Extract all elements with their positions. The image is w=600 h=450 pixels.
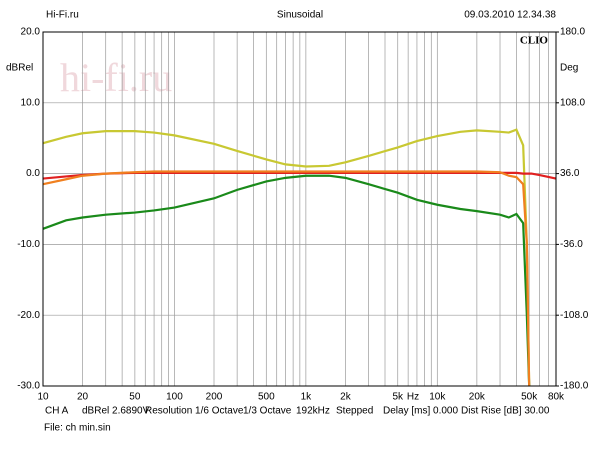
y-tick-label: -10.0: [17, 239, 40, 250]
header-right: 09.03.2010 12.34.38: [464, 10, 556, 21]
footer-item: Dist Rise [dB] 30.00: [461, 406, 550, 417]
x-tick-label: 50k: [521, 392, 538, 403]
y2-tick-label: 180.0: [560, 27, 585, 38]
data-line: [42, 171, 557, 180]
y-tick-label: -20.0: [17, 310, 40, 321]
x-tick-label: 200: [206, 392, 223, 403]
x-tick-label: 10: [37, 392, 49, 403]
x-tick-label: 100: [166, 392, 183, 403]
footer-item: 1/3 Octave: [243, 406, 292, 417]
y-tick-label: 20.0: [21, 27, 41, 38]
x-axis-label: Hz: [407, 392, 419, 403]
x-tick-label: 50: [129, 392, 141, 403]
chart-title: Sinusoidal: [277, 10, 323, 21]
footer-item: Resolution 1/6 Octave: [145, 406, 244, 417]
x-tick-label: 5k: [392, 392, 404, 403]
x-tick-label: 10k: [429, 392, 446, 403]
file-label: File: ch min.sin: [44, 423, 111, 434]
y2-tick-label: -180.0: [560, 381, 589, 392]
y2-tick-label: -108.0: [560, 310, 589, 321]
header-left: Hi-Fi.ru: [46, 10, 79, 21]
footer-item: 192kHz: [296, 406, 330, 417]
data-line: [42, 174, 531, 387]
footer-item: Stepped: [336, 406, 373, 417]
footer-item: dBRel 2.6890V: [82, 406, 150, 417]
footer-item: CH A: [45, 406, 69, 417]
watermark: hi-fi.ru: [60, 55, 172, 100]
y-tick-label: -30.0: [17, 381, 40, 392]
y-tick-label: 10.0: [21, 97, 41, 108]
y2-tick-label: -36.0: [560, 239, 583, 250]
x-tick-label: 2k: [340, 392, 352, 403]
y-tick-label: 0.0: [26, 168, 40, 179]
brand-label: CLIO: [520, 35, 549, 47]
plot-frame: [42, 31, 557, 387]
x-tick-label: 20k: [469, 392, 486, 403]
footer-item: Delay [ms] 0.000: [383, 406, 458, 417]
data-line: [42, 128, 531, 387]
y2-tick-label: 36.0: [560, 168, 580, 179]
x-tick-label: 500: [258, 392, 275, 403]
x-tick-label: 1k: [301, 392, 313, 403]
x-tick-label: 20: [77, 392, 89, 403]
y2-axis-label: Deg: [560, 63, 578, 74]
data-line: [42, 170, 531, 387]
x-tick-label: 80k: [548, 392, 565, 403]
y-axis-label: dBRel: [6, 63, 33, 74]
y2-tick-label: 108.0: [560, 97, 585, 108]
